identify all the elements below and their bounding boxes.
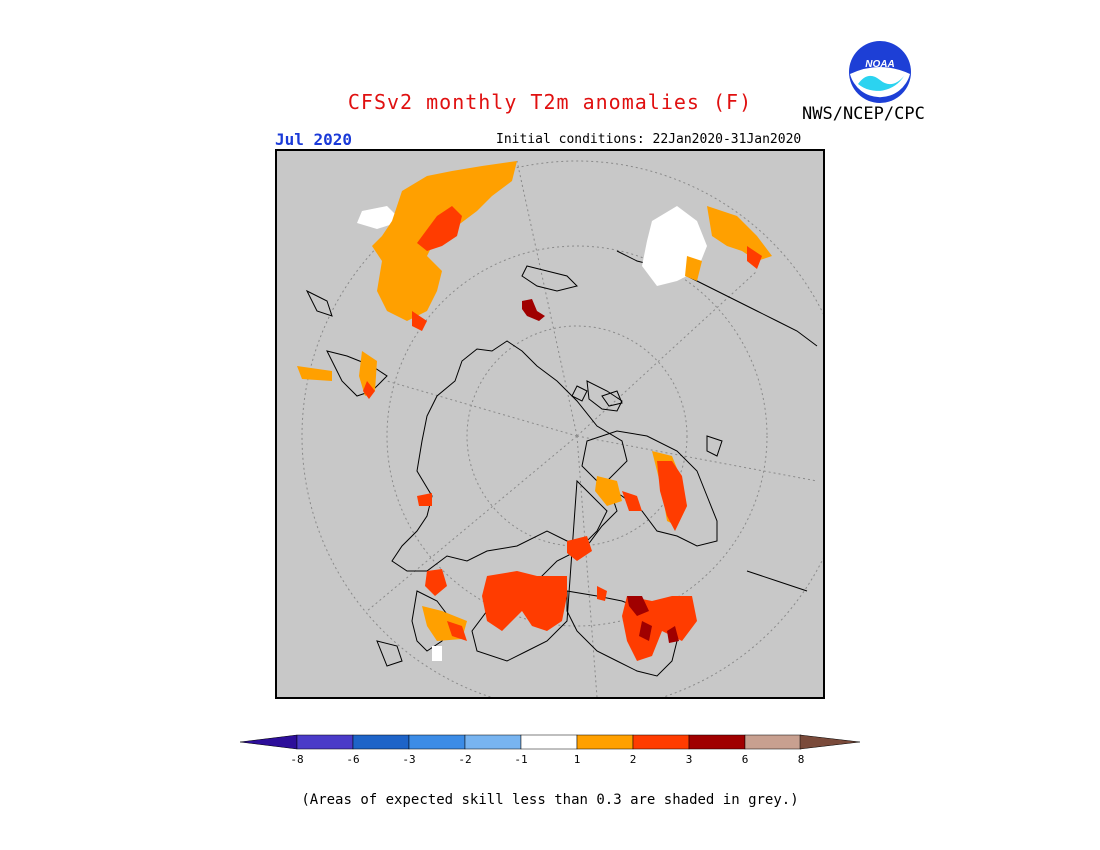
noaa-logo: NOAA <box>848 40 912 104</box>
legend-swatch <box>296 734 354 750</box>
legend-tick-label: 1 <box>573 753 581 766</box>
agency-label: NWS/NCEP/CPC <box>802 104 925 124</box>
legend-tick-label: 2 <box>629 753 637 766</box>
legend-swatch <box>352 734 410 750</box>
skill-footnote: (Areas of expected skill less than 0.3 a… <box>301 792 799 808</box>
legend-tick-label: -3 <box>402 753 416 766</box>
legend-swatch <box>464 734 522 750</box>
legend-tick-label: -8 <box>290 753 304 766</box>
legend-tick-label: 3 <box>685 753 693 766</box>
logo-text: NOAA <box>865 59 894 70</box>
legend-swatch <box>520 734 578 750</box>
legend-tick-label: -1 <box>514 753 528 766</box>
legend-arrow-low <box>239 734 298 750</box>
legend-tick-label: -2 <box>458 753 472 766</box>
legend-swatch <box>632 734 690 750</box>
legend-swatch <box>744 734 802 750</box>
legend-swatch <box>688 734 746 750</box>
initial-conditions: Initial conditions: 22Jan2020-31Jan2020 <box>496 132 802 147</box>
legend-tick-label: 8 <box>797 753 805 766</box>
polar-map <box>275 149 825 699</box>
chart-title: CFSv2 monthly T2m anomalies (F) <box>347 90 753 114</box>
legend-swatch <box>408 734 466 750</box>
legend-swatches <box>296 734 802 750</box>
legend-tick-label: 6 <box>741 753 749 766</box>
color-legend <box>239 733 861 751</box>
legend-swatch <box>576 734 634 750</box>
legend-tick-label: -6 <box>346 753 360 766</box>
forecast-month: Jul 2020 <box>275 130 353 149</box>
legend-arrow-high <box>799 734 861 750</box>
